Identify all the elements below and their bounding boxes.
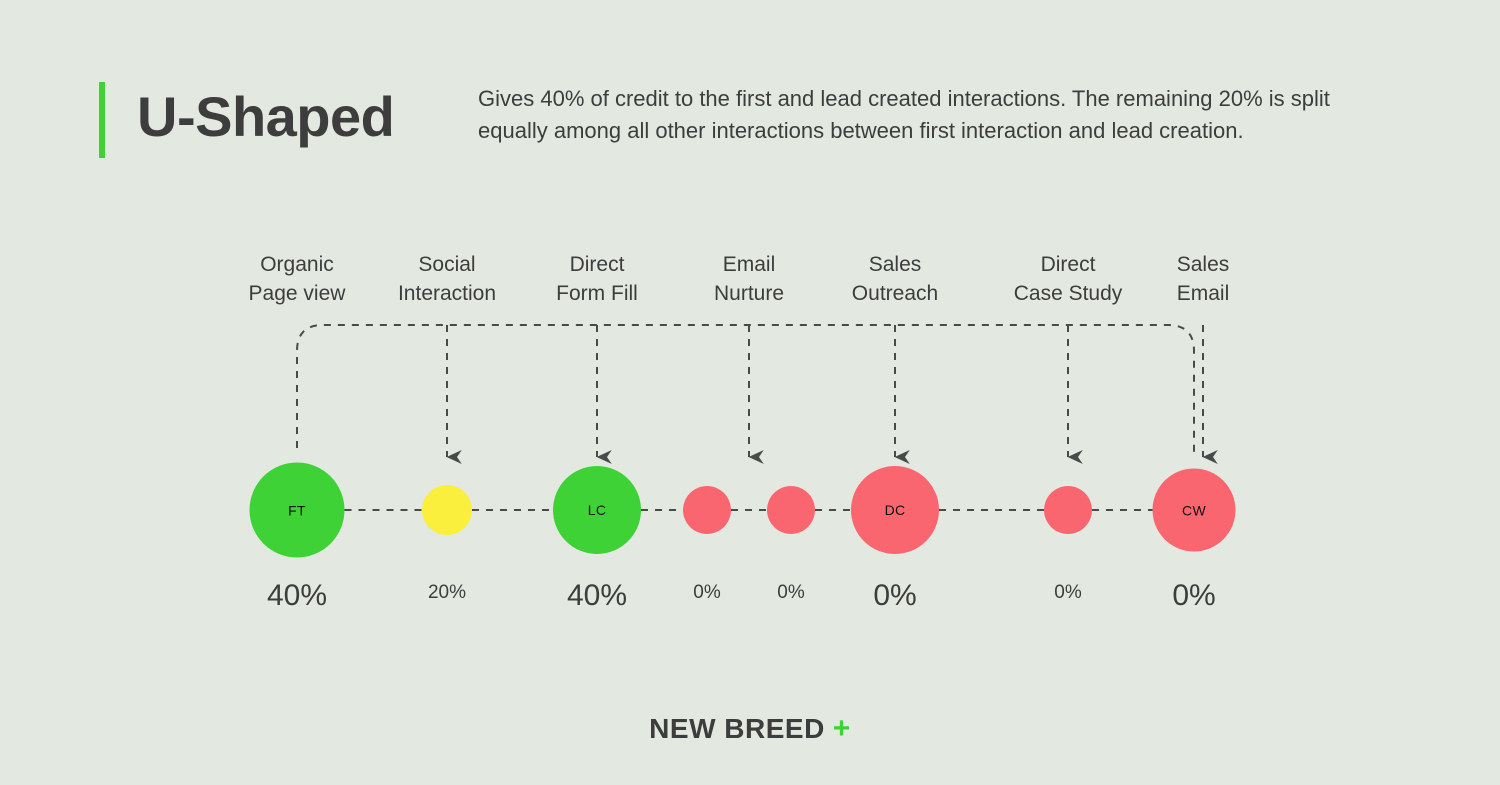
dashed-connector — [296, 324, 1195, 452]
touchpoint-percent: 40% — [266, 579, 328, 612]
touchpoint-circle[interactable] — [767, 486, 815, 534]
touchpoint-label-line1: Organic — [260, 253, 334, 276]
touchpoint-label: Direct Case Study — [1014, 250, 1123, 308]
touchpoint-label: Email Nurture — [714, 250, 784, 308]
touchpoint-label-line1: Social — [418, 253, 476, 276]
touchpoint-label-line2: Nurture — [713, 282, 785, 305]
touchpoint-percent: 0% — [1054, 582, 1082, 603]
brand-logo: NEW BREED + — [0, 714, 1500, 744]
touchpoint-label-line2: Form Fill — [556, 282, 638, 305]
touchpoint-label-line1: Direct — [1040, 253, 1096, 276]
touchpoint-label: Social Interaction — [398, 250, 496, 308]
touchpoint-label-line2: Email — [1176, 282, 1230, 305]
touchpoint-circle[interactable]: FT — [249, 462, 345, 558]
touchpoint-label-line1: Direct — [569, 253, 625, 276]
touchpoint-label-line2: Outreach — [851, 282, 939, 305]
touchpoint-circle[interactable] — [1044, 486, 1092, 534]
plus-icon: + — [832, 712, 851, 745]
touchpoint-label-line1: Sales — [1176, 253, 1230, 276]
touchpoint-percent: 20% — [427, 582, 467, 603]
touchpoint-circle[interactable] — [422, 485, 472, 535]
touchpoint-percent: 0% — [873, 579, 917, 612]
touchpoint-percent: 0% — [1172, 579, 1216, 612]
touchpoint-label-line2: Case Study — [1013, 282, 1123, 305]
touchpoint-circle[interactable]: DC — [851, 466, 939, 554]
touchpoint-label: Sales Email — [1177, 250, 1230, 308]
brand-logo-text: NEW BREED — [649, 713, 825, 744]
touchpoint-initials: DC — [884, 502, 906, 518]
touchpoint-label: Sales Outreach — [852, 250, 938, 308]
touchpoint-label-line1: Sales — [868, 253, 922, 276]
touchpoint-initials: FT — [288, 502, 306, 518]
touchpoint-label-line2: Interaction — [397, 282, 497, 305]
touchpoint-percent: 0% — [693, 582, 721, 603]
touchpoint-circle[interactable]: CW — [1152, 468, 1236, 552]
touchpoint-label: Direct Form Fill — [556, 250, 638, 308]
touchpoint-label-line1: Email — [722, 253, 776, 276]
touchpoint-initials: CW — [1182, 502, 1206, 518]
touchpoint-label: Organic Page view — [249, 250, 346, 308]
touchpoint-label-line2: Page view — [248, 282, 346, 305]
model-description: Gives 40% of credit to the first and lea… — [478, 86, 1330, 143]
header: U-Shaped Gives 40% of credit to the firs… — [0, 0, 1500, 210]
touchpoint-circle[interactable] — [683, 486, 731, 534]
title-accent-bar — [99, 82, 105, 158]
touchpoint-percent: 0% — [777, 582, 805, 603]
page-title: U-Shaped — [137, 85, 395, 148]
touchpoint-percent: 40% — [566, 579, 628, 612]
touchpoint-initials: LC — [587, 502, 607, 518]
touchpoint-circle[interactable]: LC — [553, 466, 641, 554]
